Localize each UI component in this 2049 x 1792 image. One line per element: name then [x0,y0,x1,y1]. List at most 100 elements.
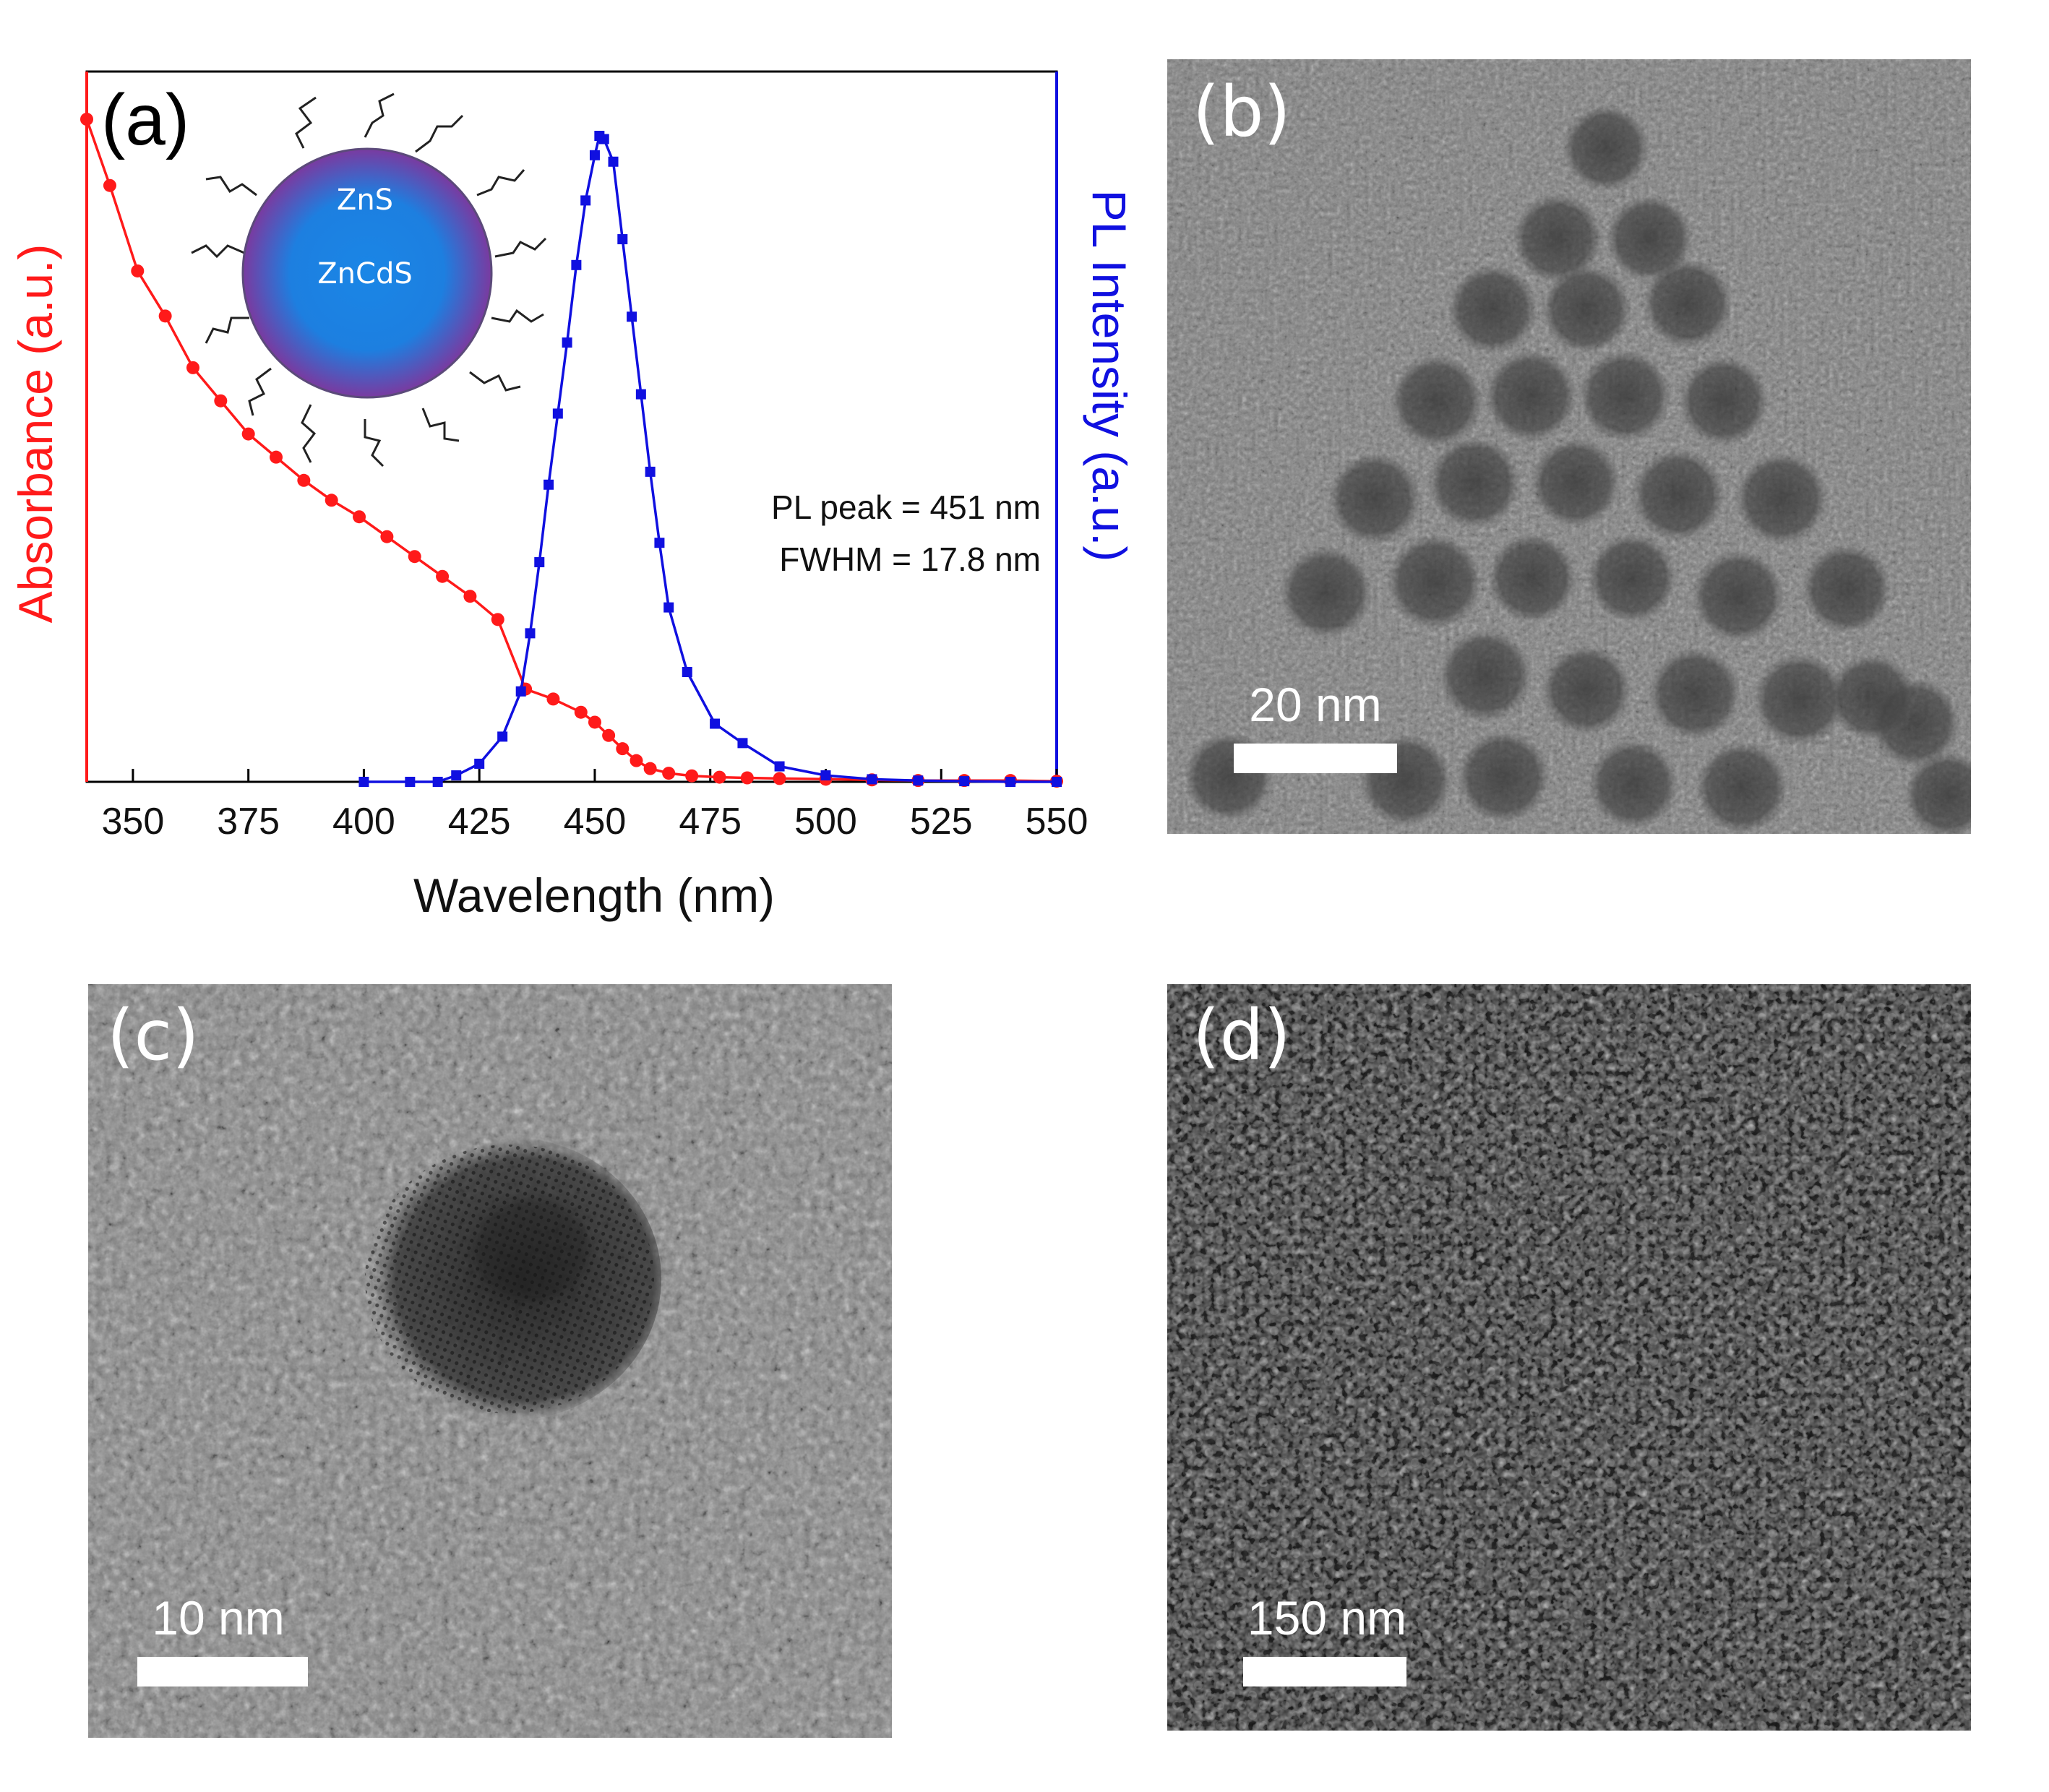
data-point-pl [451,770,462,781]
ligand-chains [191,92,547,468]
data-point-pl [682,667,692,678]
core-label: ZnCdS [317,257,412,290]
x-tick-label: 475 [679,801,742,843]
data-point-absorbance [616,742,630,756]
data-point-pl [617,234,628,245]
data-point-absorbance [80,113,93,126]
data-point-pl [774,761,785,772]
data-point-absorbance [214,394,228,408]
data-point-pl [598,134,609,145]
scale-bar-label-b: 20 nm [1249,678,1381,731]
data-point-pl [820,770,831,781]
data-point-pl [562,337,572,348]
panel-label-c: (c) [107,995,199,1076]
data-point-pl [913,775,924,786]
data-point-absorbance [353,510,366,524]
series-layer [80,113,1063,788]
data-point-pl [608,156,619,167]
data-point-absorbance [588,715,601,729]
single-nanocrystal [358,1137,661,1421]
plot-frame [85,70,1058,783]
data-point-absorbance [103,178,116,192]
annotation-fwhm: FWHM = 17.8 nm [779,540,1041,578]
data-point-pl [737,738,748,749]
left-axis-title: Absorbance (a.u.) [9,244,62,624]
data-point-pl [358,777,369,787]
data-point-absorbance [270,450,283,464]
data-point-pl [432,777,443,787]
quantum-dot-sphere [241,147,493,399]
x-axis-tick-labels: 350 375 400 425 450 475 500 525 550 [102,801,1088,843]
panel-a-spectrum-chart: 350 375 400 425 450 475 500 525 550 Wavelength (… [9,70,1136,922]
data-point-absorbance [630,754,643,767]
data-point-pl [580,195,591,206]
data-point-pl [534,557,545,568]
data-point-pl [654,538,665,548]
data-point-pl [497,731,508,742]
data-point-pl [571,259,582,270]
data-point-absorbance [325,494,338,507]
scale-bar-c [137,1657,308,1687]
data-point-pl [474,758,485,769]
data-point-absorbance [380,530,394,543]
data-point-pl [710,718,721,729]
x-tick-label: 350 [102,801,165,843]
series-pl [358,131,1062,787]
x-tick-label: 375 [217,801,280,843]
nanoparticle-cluster [1184,105,1971,834]
x-axis-title: Wavelength (nm) [413,869,775,922]
x-tick-label: 525 [910,801,973,843]
data-point-absorbance [685,769,699,783]
data-point-absorbance [297,473,311,487]
data-point-pl [645,466,656,477]
data-point-absorbance [158,309,172,323]
data-point-absorbance [131,264,145,277]
annotation-pl-peak: PL peak = 451 nm [771,488,1041,526]
data-point-pl [405,777,416,787]
shell-label: ZnS [337,184,393,217]
data-point-absorbance [662,767,676,780]
data-point-pl [525,628,536,639]
data-point-absorbance [436,569,450,583]
quantum-dot-inset: ZnS ZnCdS [191,92,547,468]
data-point-absorbance [740,771,754,785]
series-line-pl [364,134,1057,783]
data-point-absorbance [186,361,199,374]
data-point-absorbance [773,772,786,785]
x-tick-label: 450 [564,801,627,843]
data-point-pl [515,686,526,697]
data-point-absorbance [713,770,726,784]
scale-bar-label-d: 150 nm [1247,1591,1406,1645]
data-point-absorbance [574,705,588,719]
data-point-pl [867,774,877,785]
x-tick-label: 425 [448,801,511,843]
scale-bar-d [1243,1657,1406,1687]
data-point-pl [635,389,646,400]
data-point-pl [663,602,674,613]
data-point-absorbance [602,728,616,742]
panel-d-sem-image: (d) 150 nm [1167,984,1971,1731]
data-point-pl [544,479,554,490]
panel-label-d: (d) [1193,995,1291,1076]
data-point-pl [589,150,600,160]
data-point-absorbance [491,613,504,626]
data-point-absorbance [643,762,657,775]
panel-c-hrtem-image: (c) 10 nm [88,984,892,1738]
data-point-absorbance [408,550,421,564]
data-point-absorbance [241,427,255,441]
x-tick-label: 400 [332,801,395,843]
panel-b-tem-image: (b) 20 nm [1167,59,1971,834]
x-tick-label: 500 [794,801,857,843]
data-point-pl [1052,777,1062,787]
x-tick-label: 550 [1026,801,1088,843]
data-point-absorbance [463,590,477,603]
data-point-pl [1005,777,1016,787]
data-point-pl [959,776,970,787]
panel-label-b: (b) [1193,72,1291,152]
data-point-pl [552,408,563,419]
data-point-absorbance [546,692,560,706]
data-point-pl [627,311,637,322]
right-axis-title: PL Intensity (a.u.) [1083,190,1136,562]
scale-bar-b [1234,744,1397,773]
